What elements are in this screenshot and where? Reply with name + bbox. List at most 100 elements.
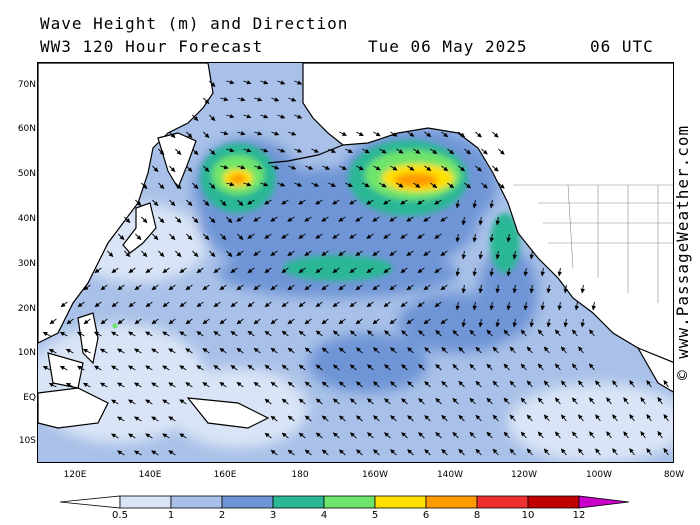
wave-arrow bbox=[418, 364, 425, 371]
wave-arrow bbox=[401, 330, 408, 337]
wave-arrow bbox=[406, 318, 414, 325]
wave-arrow bbox=[472, 199, 477, 209]
wave-arrow bbox=[254, 131, 263, 136]
wave-arrow bbox=[434, 233, 442, 239]
lat-label-70n: 70N bbox=[17, 80, 36, 90]
wave-arrow bbox=[220, 164, 229, 170]
wave-arrow bbox=[606, 431, 612, 439]
wave-arrow bbox=[383, 267, 391, 274]
wave-arrow bbox=[503, 431, 510, 439]
wave-arrow bbox=[461, 250, 466, 260]
wave-arrow bbox=[158, 250, 165, 258]
wave-arrow bbox=[389, 216, 397, 222]
wave-arrow bbox=[646, 414, 652, 422]
wave-arrow bbox=[179, 301, 187, 308]
wave-arrow bbox=[111, 365, 119, 371]
wave-arrow bbox=[175, 250, 182, 258]
wave-arrow bbox=[489, 267, 494, 277]
wave-arrow bbox=[349, 267, 357, 274]
wave-arrow bbox=[356, 131, 364, 137]
wave-arrow bbox=[236, 318, 244, 325]
wave-arrow bbox=[236, 284, 244, 291]
wave-arrow bbox=[186, 131, 193, 139]
wave-arrow bbox=[209, 216, 216, 224]
wave-arrow bbox=[264, 267, 272, 274]
wave-arrow bbox=[543, 414, 550, 422]
wave-arrow bbox=[338, 250, 346, 256]
wave-arrow bbox=[406, 284, 414, 291]
wave-arrow bbox=[270, 318, 278, 325]
wave-arrow bbox=[226, 250, 233, 258]
wave-arrow bbox=[400, 267, 408, 274]
wave-arrow bbox=[107, 250, 114, 258]
wave-arrow bbox=[145, 331, 153, 337]
wave-arrow bbox=[384, 364, 391, 371]
wave-arrow bbox=[111, 301, 119, 308]
wave-arrow bbox=[406, 216, 414, 222]
wave-arrow bbox=[332, 432, 340, 439]
wave-arrow bbox=[417, 233, 425, 239]
wave-arrow bbox=[169, 131, 176, 139]
wave-arrow bbox=[338, 381, 346, 388]
wave-height-map bbox=[37, 62, 674, 463]
wave-arrow bbox=[247, 233, 255, 239]
lon-label-180: 180 bbox=[291, 470, 309, 480]
wave-arrow bbox=[338, 284, 346, 291]
wave-arrow bbox=[305, 165, 314, 170]
wave-arrow bbox=[338, 318, 346, 325]
wave-arrow bbox=[134, 318, 142, 325]
wave-arrow bbox=[663, 380, 669, 388]
wave-arrow bbox=[100, 284, 108, 291]
wave-arrow bbox=[495, 318, 500, 328]
wave-arrow bbox=[158, 148, 165, 156]
wave-arrow bbox=[526, 346, 533, 354]
wave-arrow bbox=[486, 431, 493, 439]
wave-arrow bbox=[356, 415, 363, 422]
lon-label-160e: 160E bbox=[213, 470, 237, 480]
forecast-model-label: WW3 120 Hour Forecast bbox=[40, 37, 264, 56]
wave-arrow bbox=[247, 267, 255, 274]
wave-arrow bbox=[253, 250, 261, 256]
wave-arrow bbox=[475, 165, 482, 172]
wave-arrow bbox=[111, 267, 119, 274]
wave-arrow bbox=[135, 199, 142, 207]
wave-arrow bbox=[373, 449, 380, 456]
wave-arrow bbox=[220, 199, 227, 207]
wave-arrow bbox=[629, 380, 635, 388]
wave-arrow bbox=[192, 250, 199, 258]
wave-arrow bbox=[506, 233, 511, 243]
wave-arrow bbox=[162, 301, 170, 308]
lat-label-20n: 20N bbox=[17, 304, 36, 314]
wave-arrow bbox=[253, 216, 261, 222]
lat-label-50n: 50N bbox=[17, 169, 36, 179]
wave-arrow bbox=[407, 449, 414, 456]
wave-arrow bbox=[213, 267, 221, 274]
wave-arrow bbox=[298, 432, 306, 439]
wave-arrow bbox=[185, 382, 193, 388]
wave-arrow bbox=[254, 97, 263, 102]
wave-arrow bbox=[230, 330, 238, 337]
wave-arrow bbox=[162, 433, 170, 439]
colorbar-segment bbox=[425, 495, 478, 509]
lon-label-140w: 140W bbox=[436, 470, 464, 480]
wave-arrow bbox=[169, 233, 176, 241]
wave-arrow bbox=[298, 398, 306, 405]
wave-arrow bbox=[186, 199, 193, 207]
wave-arrow bbox=[512, 318, 517, 328]
wave-arrow bbox=[264, 398, 272, 405]
wave-arrow bbox=[192, 182, 199, 190]
wave-arrow bbox=[332, 398, 340, 405]
wave-arrow bbox=[202, 348, 210, 354]
wave-arrow bbox=[441, 448, 448, 456]
wave-arrow bbox=[557, 267, 562, 277]
wave-arrow bbox=[332, 233, 340, 239]
wave-arrow bbox=[152, 233, 159, 241]
wave-arrow bbox=[571, 363, 578, 371]
wave-arrow bbox=[151, 284, 159, 291]
wave-arrow bbox=[209, 80, 216, 88]
wave-arrow bbox=[192, 148, 199, 156]
wave-arrow bbox=[288, 97, 297, 102]
wave-arrow bbox=[413, 148, 421, 154]
wave-arrow bbox=[452, 329, 459, 337]
wave-arrow bbox=[400, 301, 408, 308]
